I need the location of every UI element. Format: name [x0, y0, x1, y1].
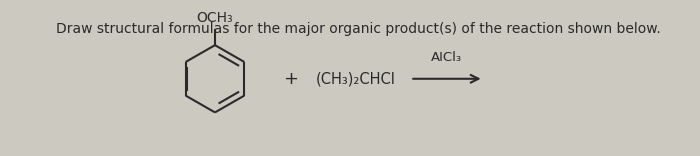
Text: +: +: [284, 70, 298, 88]
Text: OCH₃: OCH₃: [197, 11, 233, 25]
Text: AICl₃: AICl₃: [431, 51, 463, 64]
Text: Draw structural formulas for the major organic product(s) of the reaction shown : Draw structural formulas for the major o…: [57, 22, 661, 36]
Text: (CH₃)₂CHCI: (CH₃)₂CHCI: [316, 71, 396, 86]
